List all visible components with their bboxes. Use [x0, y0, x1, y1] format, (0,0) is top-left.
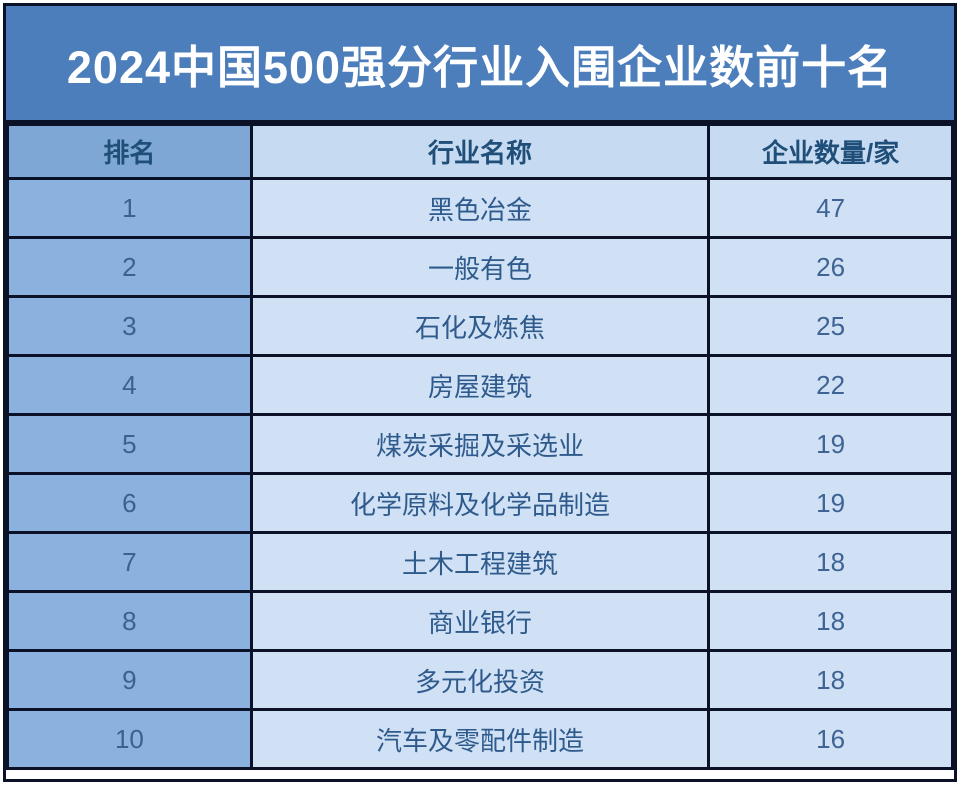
rank-cell: 2 [6, 236, 253, 298]
column-header-industry: 行业名称 [249, 123, 711, 180]
industry-cell: 石化及炼焦 [249, 295, 711, 357]
rank-cell: 1 [6, 177, 253, 239]
industry-cell: 黑色冶金 [249, 177, 711, 239]
rank-cell: 10 [6, 708, 253, 770]
count-cell: 25 [707, 295, 954, 357]
rank-cell: 8 [6, 590, 253, 652]
table-row: 10 汽车及零配件制造 16 [6, 708, 954, 770]
industry-cell: 土木工程建筑 [249, 531, 711, 593]
table-row: 1 黑色冶金 47 [6, 177, 954, 239]
rank-cell: 6 [6, 472, 253, 534]
industry-cell: 房屋建筑 [249, 354, 711, 416]
industry-cell: 一般有色 [249, 236, 711, 298]
title-bar: 2024中国500强分行业入围企业数前十名 [6, 6, 954, 123]
column-header-rank: 排名 [6, 123, 253, 180]
ranking-table: 排名 行业名称 企业数量/家 1 黑色冶金 47 2 一般有色 26 3 [6, 123, 954, 770]
industry-cell: 煤炭采掘及采选业 [249, 413, 711, 475]
table-row: 8 商业银行 18 [6, 590, 954, 652]
rank-cell: 7 [6, 531, 253, 593]
rank-cell: 3 [6, 295, 253, 357]
count-cell: 18 [707, 649, 954, 711]
industry-cell: 化学原料及化学品制造 [249, 472, 711, 534]
table-panel: 2024中国500强分行业入围企业数前十名 排名 行业名称 企业数量/家 1 黑… [3, 3, 957, 782]
table-row: 4 房屋建筑 22 [6, 354, 954, 416]
table-row: 9 多元化投资 18 [6, 649, 954, 711]
table-row: 3 石化及炼焦 25 [6, 295, 954, 357]
table-row: 5 煤炭采掘及采选业 19 [6, 413, 954, 475]
page-title: 2024中国500强分行业入围企业数前十名 [66, 41, 894, 93]
count-cell: 47 [707, 177, 954, 239]
rank-cell: 9 [6, 649, 253, 711]
industry-cell: 多元化投资 [249, 649, 711, 711]
count-cell: 19 [707, 413, 954, 475]
table-row: 6 化学原料及化学品制造 19 [6, 472, 954, 534]
table-row: 2 一般有色 26 [6, 236, 954, 298]
table-row: 7 土木工程建筑 18 [6, 531, 954, 593]
count-cell: 19 [707, 472, 954, 534]
count-cell: 16 [707, 708, 954, 770]
header-row: 排名 行业名称 企业数量/家 [6, 123, 954, 180]
count-cell: 26 [707, 236, 954, 298]
rank-cell: 4 [6, 354, 253, 416]
rank-cell: 5 [6, 413, 253, 475]
count-cell: 22 [707, 354, 954, 416]
count-cell: 18 [707, 531, 954, 593]
industry-cell: 汽车及零配件制造 [249, 708, 711, 770]
industry-cell: 商业银行 [249, 590, 711, 652]
count-cell: 18 [707, 590, 954, 652]
column-header-count: 企业数量/家 [707, 123, 954, 180]
